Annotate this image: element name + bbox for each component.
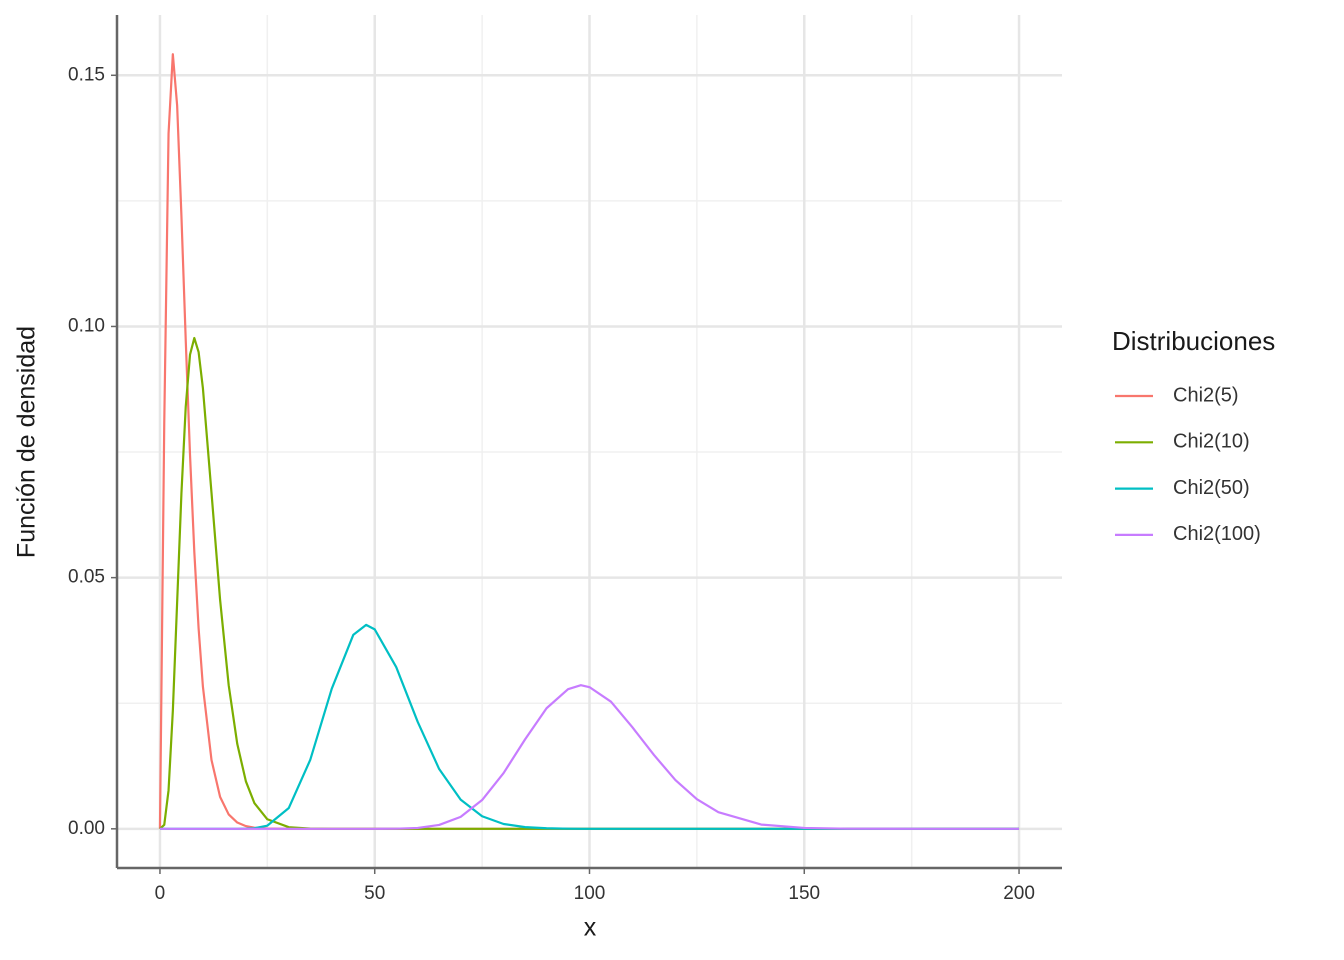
legend-label: Chi2(100): [1173, 523, 1261, 545]
x-tick-label: 0: [155, 883, 166, 904]
x-tick-label: 50: [364, 883, 385, 904]
x-tick-label: 200: [1003, 883, 1035, 904]
x-axis-title: x: [584, 914, 597, 942]
y-tick-label: 0.00: [68, 818, 105, 839]
y-tick-label: 0.05: [68, 567, 105, 588]
y-axis-title: Función de densidad: [13, 326, 41, 558]
y-tick-label: 0.10: [68, 315, 105, 336]
legend-label: Chi2(10): [1173, 431, 1250, 453]
series-line: [159, 684, 1020, 830]
x-tick-label: 100: [574, 883, 606, 904]
y-tick-label: 0.15: [68, 64, 105, 85]
legend-label: Chi2(5): [1173, 384, 1239, 406]
legend-title: Distribuciones: [1112, 326, 1275, 356]
legend-label: Chi2(50): [1173, 477, 1250, 499]
x-tick-label: 150: [788, 883, 820, 904]
